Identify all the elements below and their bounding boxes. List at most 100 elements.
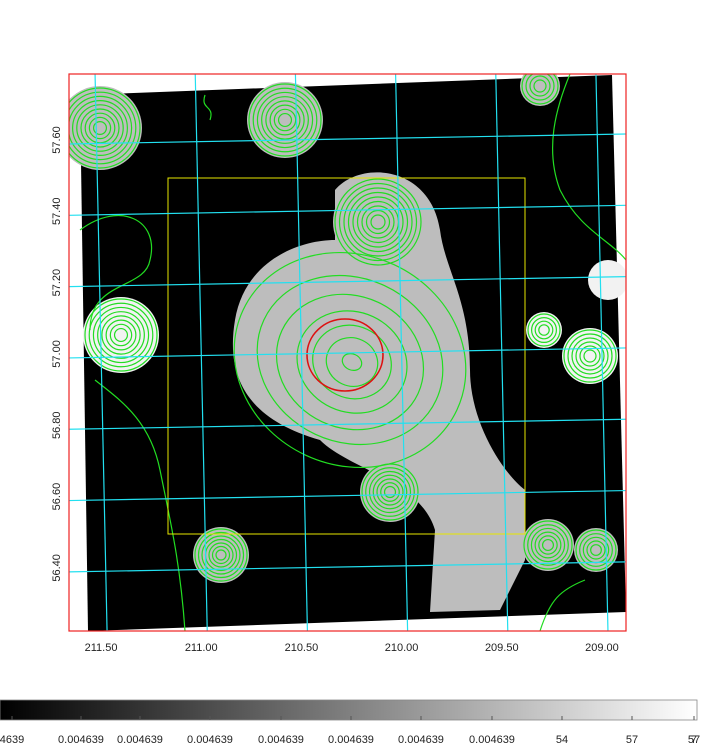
source [69,86,142,170]
contour [277,112,293,128]
contour [69,87,141,169]
grid-line [69,204,626,216]
source [247,82,323,158]
contour [575,341,605,371]
y-tick-label: 56.80 [51,411,63,439]
colorbar-label: 4639 [0,734,24,746]
contour [523,520,573,570]
contour [361,205,395,239]
contour [92,120,107,135]
x-tick-label: 210.00 [385,642,419,654]
grid-line [495,74,509,631]
contour [370,214,386,230]
contour [567,333,613,379]
contour [538,324,550,336]
grid-line [595,74,609,631]
source [574,528,618,572]
source [520,74,560,106]
contour [88,116,112,140]
contour [530,317,557,344]
frame [68,73,627,632]
contour [256,91,314,149]
grid-line [194,74,208,631]
contour [269,104,301,136]
colorbar-label: 0.004639 [58,734,104,746]
sky-image [69,74,626,631]
y-tick-label: 56.40 [51,554,63,582]
colorbar-label: 0.004639 [258,734,304,746]
contour [586,540,606,560]
contour [275,293,425,431]
contour [197,531,245,579]
contour [211,545,231,565]
grid-line [69,489,626,502]
contour [541,538,555,552]
contour [530,527,566,563]
grid-line [94,74,108,631]
grid-line [69,276,626,288]
x-tick-label: 211.50 [85,642,118,654]
contour [312,324,392,400]
contour [69,95,133,161]
contour [365,467,415,517]
contour [256,274,444,446]
contour [343,187,413,257]
contour [76,104,124,152]
grid-line [69,418,626,430]
grid-line [69,133,626,145]
contour [71,99,128,156]
contour [265,100,305,140]
y-tick-label: 57.60 [51,126,63,154]
contour [338,182,418,262]
contour [325,337,379,387]
contour [539,74,626,631]
contour [109,323,133,347]
y-tick-label: 56.60 [51,483,63,511]
grid-line [294,74,309,631]
contour [92,306,150,364]
contour [248,83,322,157]
contour [208,542,234,568]
colorbar-label: 57 [688,734,700,746]
x-tick-label: 210.50 [285,642,319,654]
colorbar-label: 0.004639 [117,734,163,746]
contour [233,251,467,469]
contour [590,544,602,556]
contour [97,311,145,359]
contour [79,94,212,631]
contour [80,108,120,148]
source [588,260,626,300]
contour [341,353,363,371]
colorbar-label: 7 [691,734,697,746]
colorbar-label: 0.004639 [187,734,233,746]
x-tick-label: 211.00 [185,642,218,654]
y-tick-label: 57.00 [51,340,63,368]
contour [201,535,241,575]
contour [88,302,154,368]
grid [69,74,626,631]
contour [84,112,116,144]
contour [215,549,227,561]
source [83,297,159,373]
colorbar-label: 0.004639 [469,734,515,746]
contour [347,191,409,253]
contour [579,533,613,567]
colorbar-labels: 4639 0.004639 0.004639 0.004639 0.004639 0.00… [0,716,700,746]
axis-labels: 211.50 211.00 210.50 210.00 209.50 209.00 56.4… [51,126,619,654]
contour [571,337,609,375]
colorbar-label: 54 [556,734,568,746]
contour [194,528,248,582]
colorbar-label: 0.004639 [398,734,444,746]
contour [365,209,391,235]
contour [527,313,561,347]
contour [525,74,555,101]
contour [534,320,554,340]
colorbar [0,699,698,721]
contour [527,524,569,566]
contour [538,535,558,555]
contour [533,79,547,93]
contour [563,329,617,383]
y-tick-label: 57.40 [51,198,63,226]
contour [372,474,408,510]
